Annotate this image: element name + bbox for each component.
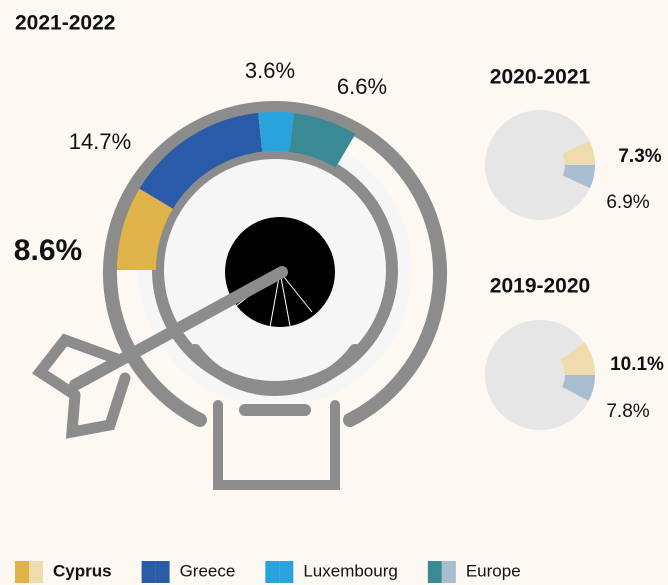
legend-swatch	[279, 561, 293, 583]
value-label: 14.7%	[69, 129, 131, 154]
value-label: 7.3%	[618, 146, 661, 167]
page: {"chart_data": [ {"type": "donut", "titl…	[0, 0, 668, 585]
legend-label: Luxembourg	[303, 561, 398, 580]
chart-title: 2021-2022	[15, 12, 115, 35]
legend-label: Greece	[180, 561, 236, 580]
legend-swatch	[156, 561, 170, 583]
chart-title: 2020-2021	[490, 66, 591, 89]
legend-swatch	[442, 561, 456, 583]
legend-swatch	[29, 561, 43, 583]
legend-label: Cyprus	[53, 561, 112, 580]
value-label: 6.9%	[606, 192, 649, 213]
legend-swatch	[265, 561, 279, 583]
chart-title: 2019-2020	[490, 275, 590, 298]
value-label: 7.8%	[606, 401, 649, 422]
infographic: 2021-2022 2020-2021 2019-2020 8.6% 14.7% 3…	[0, 0, 668, 585]
target-decoration	[40, 108, 440, 485]
value-label: 3.6%	[245, 58, 295, 83]
value-label: 10.1%	[610, 354, 664, 375]
legend-swatch	[428, 561, 442, 583]
legend-swatch	[15, 561, 29, 583]
legend-swatch	[142, 561, 156, 583]
value-label: 6.6%	[337, 74, 387, 99]
donut-segment	[258, 112, 294, 152]
value-label: 8.6%	[14, 234, 82, 267]
legend-label: Europe	[466, 561, 521, 580]
